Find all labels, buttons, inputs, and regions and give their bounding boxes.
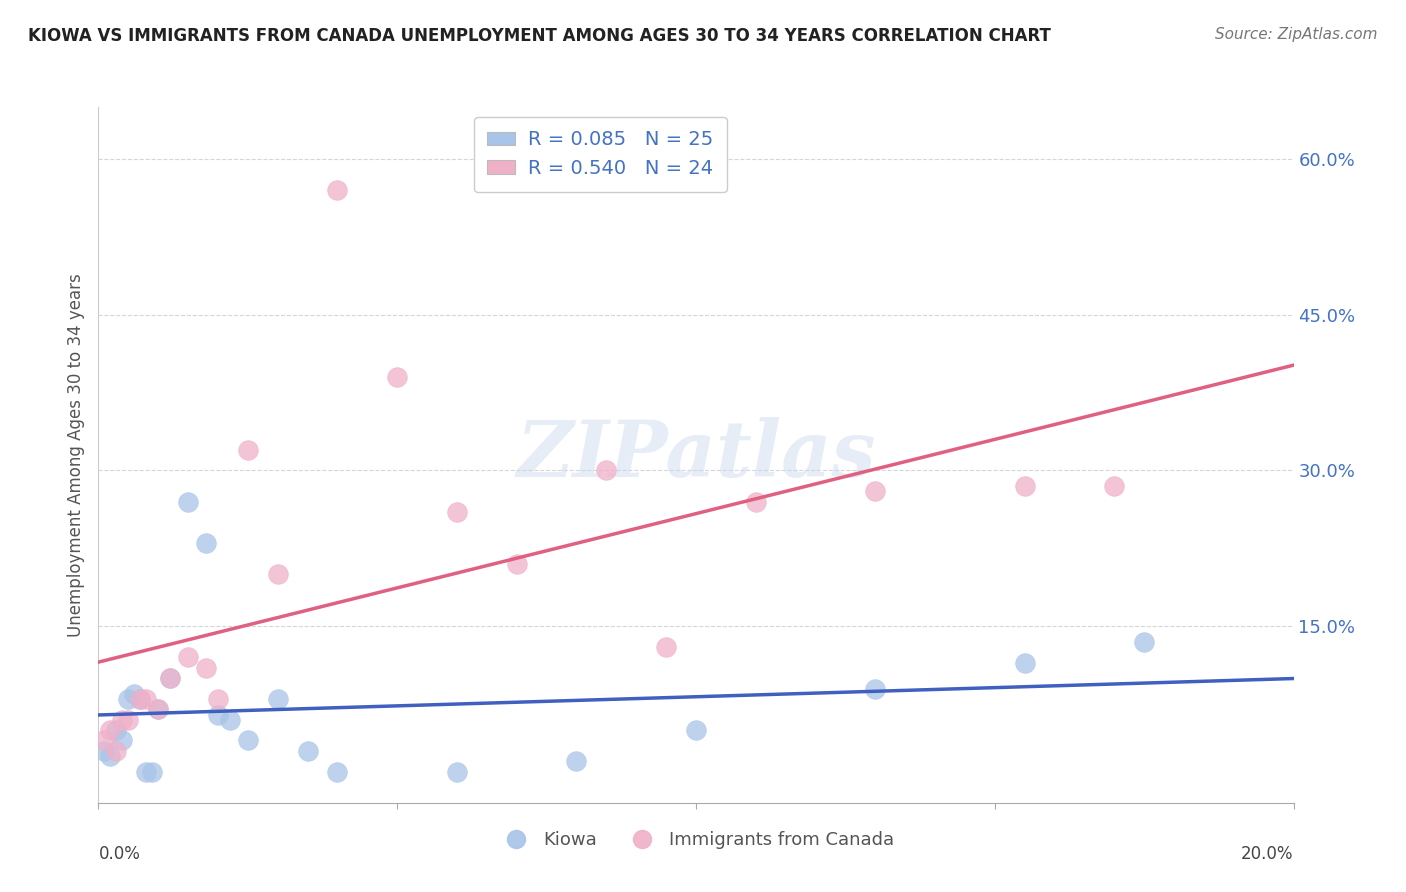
Text: ZIPatlas: ZIPatlas: [516, 417, 876, 493]
Point: [1104, 479, 1126, 493]
Point: [267, 692, 290, 706]
Point: [236, 733, 259, 747]
Point: [98, 749, 122, 764]
Point: [98, 723, 122, 738]
Point: [1133, 635, 1156, 649]
Point: [129, 692, 152, 706]
Point: [129, 692, 152, 706]
Point: [446, 505, 468, 519]
Text: Source: ZipAtlas.com: Source: ZipAtlas.com: [1215, 27, 1378, 42]
Point: [207, 692, 229, 706]
Point: [219, 713, 242, 727]
Point: [105, 744, 128, 758]
Point: [93, 744, 115, 758]
Point: [159, 671, 181, 685]
Text: KIOWA VS IMMIGRANTS FROM CANADA UNEMPLOYMENT AMONG AGES 30 TO 34 YEARS CORRELATI: KIOWA VS IMMIGRANTS FROM CANADA UNEMPLOY…: [28, 27, 1052, 45]
Point: [135, 764, 157, 779]
Point: [297, 744, 319, 758]
Point: [865, 681, 887, 696]
Point: [111, 733, 134, 747]
Point: [177, 494, 200, 508]
Point: [267, 567, 290, 582]
Point: [385, 370, 409, 384]
Point: [93, 733, 115, 747]
Point: [655, 640, 678, 654]
Point: [148, 702, 170, 716]
Point: [177, 650, 200, 665]
Point: [1014, 656, 1036, 670]
Legend: Kiowa, Immigrants from Canada: Kiowa, Immigrants from Canada: [491, 824, 901, 856]
Point: [117, 713, 139, 727]
Point: [105, 723, 128, 738]
Point: [207, 707, 229, 722]
Point: [236, 442, 259, 457]
Point: [135, 692, 157, 706]
Point: [117, 692, 139, 706]
Point: [446, 764, 468, 779]
Point: [565, 754, 588, 768]
Point: [194, 661, 218, 675]
Point: [124, 687, 146, 701]
Point: [595, 463, 617, 477]
Text: 20.0%: 20.0%: [1241, 845, 1294, 863]
Y-axis label: Unemployment Among Ages 30 to 34 years: Unemployment Among Ages 30 to 34 years: [66, 273, 84, 637]
Point: [111, 713, 134, 727]
Point: [194, 536, 218, 550]
Point: [148, 702, 170, 716]
Point: [685, 723, 707, 738]
Point: [326, 183, 349, 197]
Point: [326, 764, 349, 779]
Point: [745, 494, 768, 508]
Point: [159, 671, 181, 685]
Point: [865, 484, 887, 499]
Point: [141, 764, 163, 779]
Point: [1014, 479, 1036, 493]
Text: 0.0%: 0.0%: [98, 845, 141, 863]
Point: [506, 557, 529, 571]
